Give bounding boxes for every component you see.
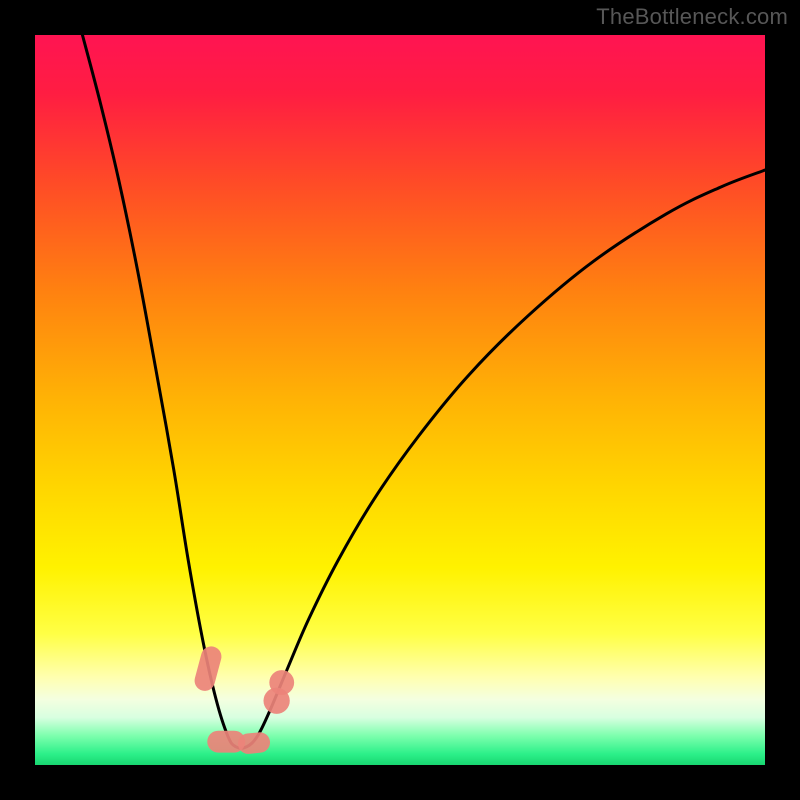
- marker-4: [269, 670, 294, 695]
- watermark-text: TheBottleneck.com: [596, 4, 788, 30]
- plot-area: [35, 35, 765, 765]
- chart-svg: [35, 35, 765, 765]
- gradient-background: [35, 35, 765, 765]
